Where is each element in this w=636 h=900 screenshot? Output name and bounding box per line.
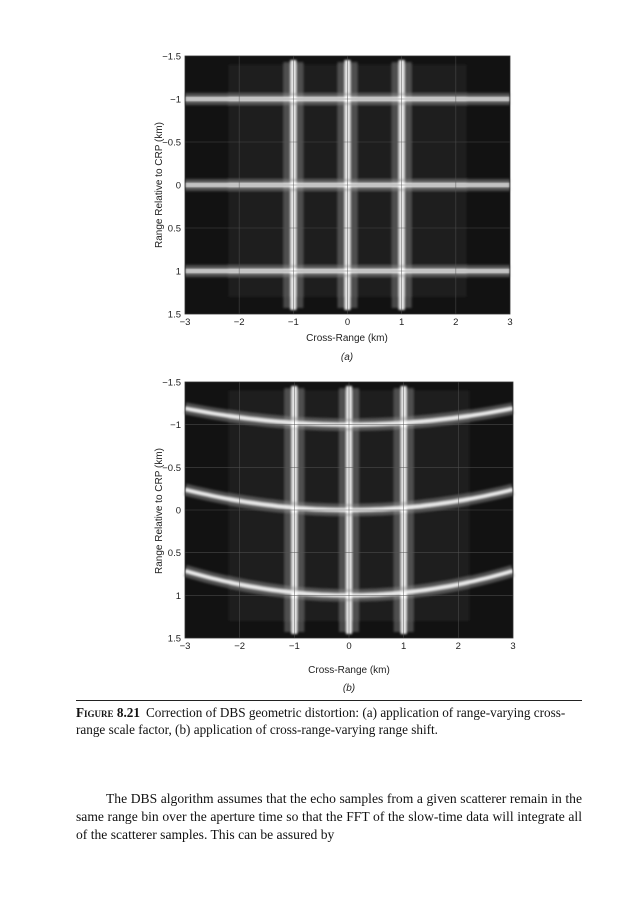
y-tick-label-b: 0.5	[168, 548, 181, 559]
y-tick-label-b: −0.5	[162, 463, 181, 474]
y-ticks-b: −1.5 −1 −0.5 0 0.5 1 1.5	[162, 378, 181, 645]
x-tick-label-b: 3	[510, 641, 515, 652]
x-tick-label-a: 1	[399, 317, 404, 328]
y-tick-label-b: −1	[170, 420, 181, 431]
y-ticks-a: −1.5 −1 −0.5 0 0.5 1 1.5	[162, 52, 181, 321]
y-tick-label-b: 0	[176, 506, 181, 517]
x-tick-label-b: 2	[456, 641, 461, 652]
figure-b: −1.5 −1 −0.5 0 0.5 1 1.5 −3 −2 −1 0 1 2 3 Cross-Rang…	[150, 376, 530, 696]
y-tick-label-a: 1	[176, 267, 181, 278]
grid-b	[185, 382, 513, 638]
plot-area-a	[184, 55, 511, 315]
grid-a	[185, 56, 510, 314]
x-tick-label-b: −1	[289, 641, 300, 652]
y-tick-label-a: −0.5	[162, 138, 181, 149]
x-tick-label-a: −2	[234, 317, 245, 328]
y-axis-label-a: Range Relative to CRP (km)	[154, 122, 165, 248]
y-tick-label-b: −1.5	[162, 378, 181, 389]
body-paragraph: The DBS algorithm assumes that the echo …	[76, 791, 582, 842]
x-axis-label-b: Cross-Range (km)	[308, 665, 390, 676]
x-tick-label-b: 1	[401, 641, 406, 652]
figure-a: −1.5 −1 −0.5 0 0.5 1 1.5 −3 −2 −1 0 1 2 3 Cross-Rang…	[150, 48, 530, 366]
caption-rule	[76, 700, 582, 701]
y-tick-label-b: 1.5	[168, 634, 181, 645]
plot-frame-a	[184, 55, 511, 315]
x-tick-label-a: 0	[345, 317, 350, 328]
caption-text: Correction of DBS geometric distortion: …	[76, 705, 566, 737]
x-axis-label-a: Cross-Range (km)	[306, 333, 388, 344]
subfigure-label-b: (b)	[343, 683, 355, 694]
y-tick-label-a: −1	[170, 95, 181, 106]
x-tick-label-a: 3	[507, 317, 512, 328]
figure-b-svg: −1.5 −1 −0.5 0 0.5 1 1.5 −3 −2 −1 0 1 2 3 Cross-Rang…	[154, 378, 516, 695]
plot-frame-b	[184, 381, 514, 639]
plot-area-b	[183, 381, 515, 639]
x-ticks-a: −3 −2 −1 0 1 2 3	[180, 317, 513, 328]
y-axis-label-b: Range Relative to CRP (km)	[154, 448, 165, 574]
subfigure-label-a: (a)	[341, 352, 353, 363]
y-tick-label-b: 1	[176, 591, 181, 602]
figure-a-svg: −1.5 −1 −0.5 0 0.5 1 1.5 −3 −2 −1 0 1 2 3 Cross-Rang…	[154, 52, 513, 364]
x-tick-label-b: 0	[346, 641, 351, 652]
x-tick-label-a: 2	[453, 317, 458, 328]
x-tick-label-b: −3	[180, 641, 191, 652]
x-ticks-b: −3 −2 −1 0 1 2 3	[180, 641, 516, 652]
x-tick-label-a: −1	[288, 317, 299, 328]
y-tick-label-a: 1.5	[168, 310, 181, 321]
y-tick-label-a: 0.5	[168, 224, 181, 235]
caption-lead: Figure 8.21	[76, 705, 140, 720]
x-tick-label-a: −3	[180, 317, 191, 328]
y-tick-label-a: 0	[176, 181, 181, 192]
x-tick-label-b: −2	[234, 641, 245, 652]
y-tick-label-a: −1.5	[162, 52, 181, 63]
figure-caption: Figure 8.21 Correction of DBS geometric d…	[76, 704, 582, 738]
